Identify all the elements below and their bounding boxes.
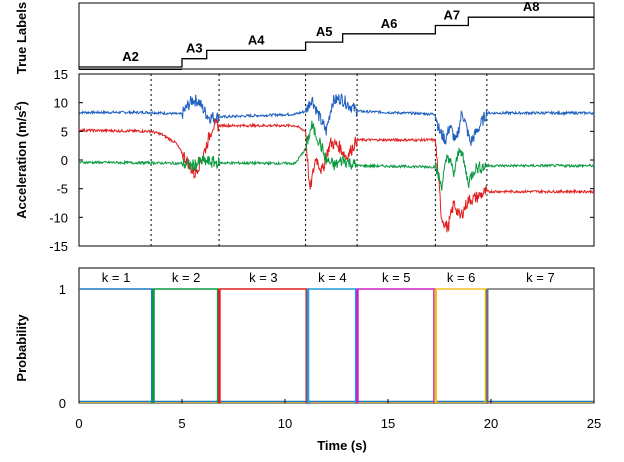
acc-ytick-label: 15 [54, 67, 68, 82]
acceleration-ylabel: Acceleration (m/s2) [13, 101, 29, 219]
acc-ytick-label: -15 [49, 239, 68, 254]
true-labels-ylabel: True Labels [14, 2, 29, 74]
state-label-k7: k = 7 [526, 270, 555, 285]
acc-ytick-label: 10 [54, 96, 68, 111]
state-label-k6: k = 6 [447, 270, 476, 285]
true-labels-panel: True Labels A2 A3 A4 A5 A6 A7 A8 [14, 0, 595, 74]
prob-ytick-label: 1 [59, 282, 66, 297]
true-label-a4: A4 [248, 32, 265, 47]
time-xtick-label: 20 [484, 416, 498, 431]
state-label-k5: k = 5 [382, 270, 411, 285]
true-labels-step-line [79, 16, 594, 68]
acc-ytick-label: -10 [49, 210, 68, 225]
state-label-k1: k = 1 [102, 270, 131, 285]
state-label-k4: k = 4 [318, 270, 347, 285]
acc-ytick-label: -5 [56, 182, 68, 197]
true-labels-axes-frame [78, 2, 595, 70]
true-label-a3: A3 [186, 41, 203, 56]
time-xtick-label: 25 [587, 416, 601, 431]
acceleration-ylabel-end: ) [14, 101, 29, 105]
true-label-a8: A8 [523, 0, 540, 14]
time-xtick-label: 10 [278, 416, 292, 431]
acceleration-ylabel-base: Acceleration (m/s [14, 110, 29, 218]
acceleration-series-1 [78, 92, 595, 146]
state-label-k3: k = 3 [249, 270, 278, 285]
acceleration-series-3 [78, 120, 595, 191]
true-label-a5: A5 [316, 24, 333, 39]
acceleration-panel: Acceleration (m/s2) -15 -10 -5 0 5 10 15 [13, 67, 595, 254]
state-label-k2: k = 2 [172, 270, 201, 285]
acc-ytick-label: 5 [61, 124, 68, 139]
time-xtick-label: 15 [381, 416, 395, 431]
prob-ytick-label: 0 [59, 396, 66, 411]
true-label-a7: A7 [444, 8, 461, 23]
time-xtick-label: 5 [178, 416, 185, 431]
probability-panel: Probability k = 1 k = 2 k = 3 k = 4 k = 5 k =… [14, 267, 601, 453]
probability-ylabel: Probability [14, 314, 29, 382]
true-label-a6: A6 [381, 16, 398, 31]
time-xlabel: Time (s) [317, 438, 367, 453]
time-xtick-label: 0 [75, 416, 82, 431]
acceleration-series-2 [78, 118, 595, 233]
acceleration-ylabel-sup: 2 [13, 105, 23, 110]
true-label-a2: A2 [122, 49, 139, 64]
acc-ytick-label: 0 [61, 153, 68, 168]
